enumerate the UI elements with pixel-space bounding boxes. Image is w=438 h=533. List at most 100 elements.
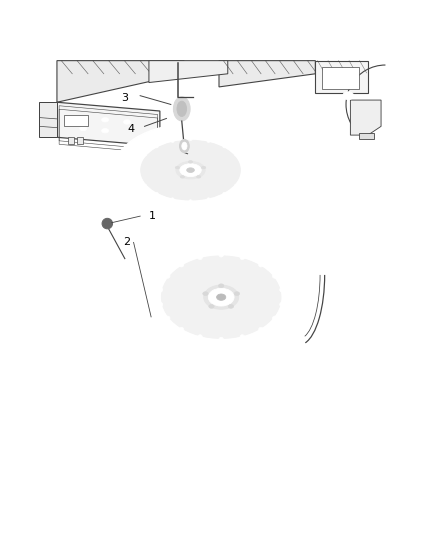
Ellipse shape [280,302,286,308]
Polygon shape [149,61,228,83]
Ellipse shape [272,273,279,278]
Ellipse shape [197,254,202,260]
Ellipse shape [141,152,147,156]
Circle shape [102,219,113,229]
Ellipse shape [207,198,211,203]
Ellipse shape [240,335,245,341]
Ellipse shape [124,120,131,124]
Ellipse shape [183,241,190,248]
Ellipse shape [241,163,246,166]
Ellipse shape [207,138,211,142]
Ellipse shape [230,133,235,139]
Text: 2: 2 [123,237,130,247]
Ellipse shape [135,174,140,177]
Ellipse shape [230,236,236,244]
Ellipse shape [166,126,171,133]
Ellipse shape [210,208,215,214]
Ellipse shape [201,166,206,169]
Ellipse shape [137,278,145,284]
Ellipse shape [175,166,180,169]
Ellipse shape [197,335,202,341]
Ellipse shape [131,134,250,206]
Ellipse shape [210,126,215,133]
Ellipse shape [146,133,151,139]
Bar [322,67,359,89]
Ellipse shape [223,143,227,148]
Ellipse shape [154,143,158,148]
Ellipse shape [147,263,154,269]
Ellipse shape [173,97,190,121]
Ellipse shape [219,251,224,257]
Ellipse shape [188,124,193,131]
Ellipse shape [130,142,136,148]
Ellipse shape [288,325,295,332]
Polygon shape [219,61,315,87]
Ellipse shape [180,164,201,176]
Bar [315,61,368,93]
Ellipse shape [206,351,212,358]
Ellipse shape [258,168,265,173]
Ellipse shape [189,135,192,141]
Text: 1: 1 [149,211,156,221]
Ellipse shape [150,248,293,346]
Ellipse shape [245,142,251,148]
Ellipse shape [102,128,109,133]
Ellipse shape [241,174,246,177]
Bar [64,115,88,126]
Ellipse shape [120,181,126,186]
Ellipse shape [134,136,247,204]
Text: 3: 3 [121,93,128,103]
Ellipse shape [154,192,158,197]
Ellipse shape [189,200,192,205]
Ellipse shape [164,273,170,278]
Ellipse shape [120,155,126,159]
Ellipse shape [183,346,190,353]
Ellipse shape [130,192,136,198]
Ellipse shape [272,316,279,321]
Ellipse shape [240,254,245,260]
Ellipse shape [216,294,226,300]
Ellipse shape [156,287,162,292]
Ellipse shape [301,294,309,300]
Ellipse shape [180,140,189,152]
Ellipse shape [280,287,286,292]
Ellipse shape [219,337,224,343]
Ellipse shape [163,250,170,257]
Ellipse shape [255,155,261,159]
Ellipse shape [204,285,239,309]
Ellipse shape [129,233,313,361]
Ellipse shape [197,175,201,178]
Ellipse shape [298,310,305,317]
Ellipse shape [288,263,295,269]
Ellipse shape [170,138,174,142]
Ellipse shape [177,101,187,117]
Ellipse shape [234,152,240,156]
Ellipse shape [137,310,145,317]
Ellipse shape [188,209,193,216]
Ellipse shape [170,198,174,203]
Polygon shape [39,102,57,138]
Ellipse shape [163,337,170,344]
Ellipse shape [245,192,251,198]
Ellipse shape [223,192,227,197]
Ellipse shape [209,304,214,308]
Ellipse shape [255,181,261,186]
Ellipse shape [272,250,279,257]
Ellipse shape [135,163,140,166]
Polygon shape [57,61,184,102]
Ellipse shape [102,118,109,122]
Ellipse shape [176,161,205,179]
Ellipse shape [234,184,240,188]
Ellipse shape [253,346,259,353]
Ellipse shape [188,160,193,163]
Polygon shape [57,102,160,146]
Ellipse shape [258,261,264,267]
Ellipse shape [166,208,171,214]
Ellipse shape [178,261,184,267]
Ellipse shape [234,292,240,295]
Ellipse shape [156,302,162,308]
Bar [359,133,374,140]
Ellipse shape [114,124,267,216]
Ellipse shape [180,175,184,178]
Ellipse shape [298,278,305,284]
